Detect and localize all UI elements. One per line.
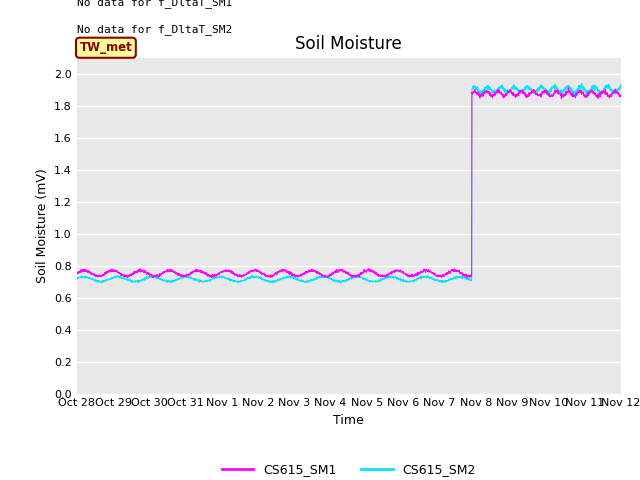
CS615_SM2 bbox=[617, 82, 625, 87]
CS615_SM2 bbox=[578, 81, 586, 86]
CS615_SM2 bbox=[135, 278, 143, 284]
CS615_SM1 bbox=[135, 268, 143, 274]
CS615_SM1 bbox=[73, 269, 81, 275]
Text: No data for f_DltaT_SM1: No data for f_DltaT_SM1 bbox=[77, 0, 232, 8]
CS615_SM2 bbox=[73, 275, 81, 280]
Line: CS615_SM2: CS615_SM2 bbox=[77, 84, 621, 283]
CS615_SM2 bbox=[167, 279, 175, 285]
Line: CS615_SM1: CS615_SM1 bbox=[77, 88, 621, 277]
CS615_SM1 bbox=[168, 267, 175, 273]
CS615_SM2 bbox=[282, 275, 289, 280]
CS615_SM1 bbox=[607, 93, 614, 98]
CS615_SM1 bbox=[564, 85, 572, 91]
X-axis label: Time: Time bbox=[333, 414, 364, 427]
CS615_SM1 bbox=[617, 93, 625, 99]
Text: No data for f_DltaT_SM2: No data for f_DltaT_SM2 bbox=[77, 24, 232, 35]
CS615_SM2 bbox=[337, 280, 345, 286]
CS615_SM1 bbox=[124, 275, 131, 280]
CS615_SM1 bbox=[282, 268, 289, 274]
Title: Soil Moisture: Soil Moisture bbox=[296, 35, 402, 53]
CS615_SM2 bbox=[548, 87, 556, 93]
Y-axis label: Soil Moisture (mV): Soil Moisture (mV) bbox=[36, 168, 49, 283]
CS615_SM2 bbox=[607, 88, 614, 94]
CS615_SM2 bbox=[305, 278, 313, 284]
Text: TW_met: TW_met bbox=[79, 41, 132, 54]
Legend: CS615_SM1, CS615_SM2: CS615_SM1, CS615_SM2 bbox=[217, 458, 481, 480]
CS615_SM1 bbox=[305, 267, 313, 273]
CS615_SM1 bbox=[548, 92, 556, 97]
